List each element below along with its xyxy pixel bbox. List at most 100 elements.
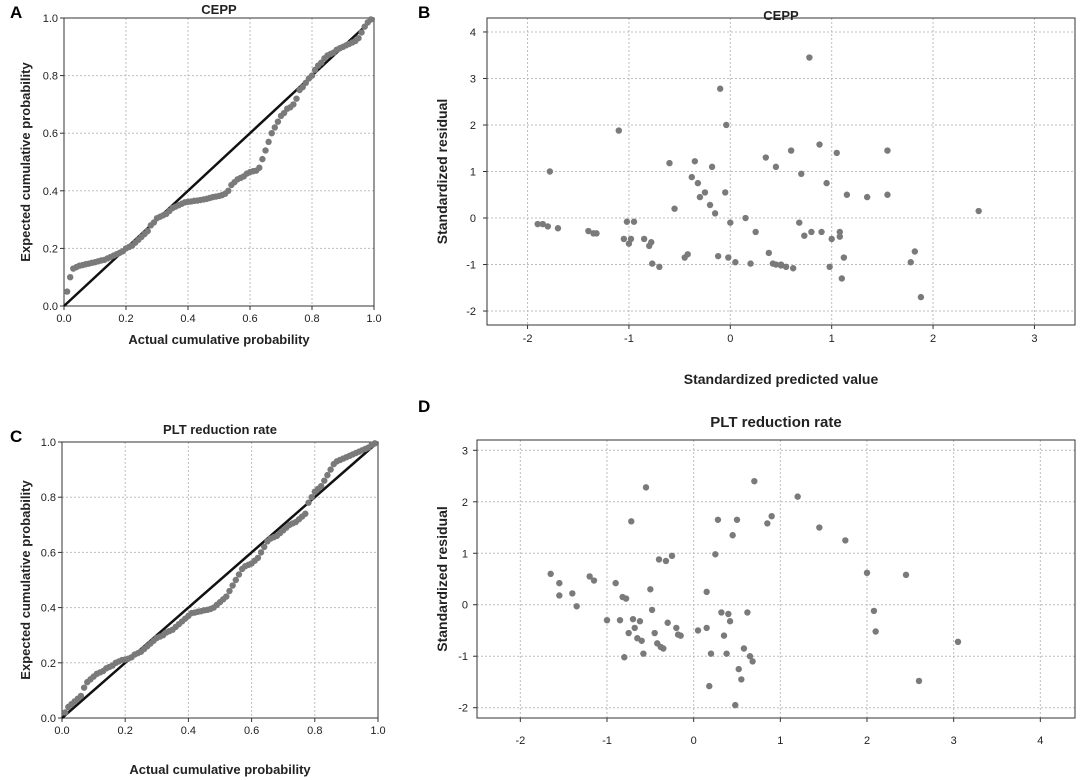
data-point xyxy=(77,692,85,700)
data-point xyxy=(772,163,780,171)
x-tick-label: 0 xyxy=(691,735,697,747)
data-point xyxy=(694,627,702,634)
y-tick-label: 0.6 xyxy=(41,547,56,559)
data-point xyxy=(762,154,769,161)
data-point xyxy=(725,254,732,261)
data-point xyxy=(586,573,593,580)
data-point xyxy=(628,518,635,525)
data-point xyxy=(262,147,269,154)
x-tick-label: 3 xyxy=(951,735,957,747)
y-tick-label: 1 xyxy=(462,548,468,560)
data-point xyxy=(636,618,644,625)
data-point xyxy=(569,590,576,597)
data-point xyxy=(590,577,598,584)
data-point xyxy=(666,159,673,167)
data-point xyxy=(729,532,736,539)
y-tick-label: 0.4 xyxy=(41,603,56,615)
chart-panel-a: 0.0 0.2 0.4 0.6 0.8 1.0 0.0 0.2 0.4 0.6 0.8 1.0 CEPP… xyxy=(10,2,382,347)
data-point xyxy=(907,259,914,266)
x-tick-label: 0 xyxy=(727,333,733,345)
data-point xyxy=(740,645,748,652)
panel-letter: A xyxy=(10,3,22,22)
data-point xyxy=(714,252,722,260)
data-point xyxy=(796,219,803,226)
data-point xyxy=(232,576,239,584)
data-point xyxy=(367,16,375,23)
data-point xyxy=(714,516,722,523)
data-point xyxy=(631,624,638,632)
data-point xyxy=(823,179,830,187)
data-point xyxy=(723,650,730,657)
data-point xyxy=(911,248,919,255)
data-point xyxy=(725,610,732,618)
data-point xyxy=(556,579,563,587)
data-point xyxy=(732,259,739,266)
y-tick-label: 2 xyxy=(462,497,468,509)
data-point xyxy=(144,227,151,235)
data-point xyxy=(616,616,624,624)
data-point xyxy=(764,520,771,527)
data-point xyxy=(308,494,315,501)
data-point xyxy=(836,228,843,236)
data-point xyxy=(751,477,758,485)
data-point xyxy=(656,263,663,271)
x-tick-label: 1.0 xyxy=(366,313,381,325)
plot-frame xyxy=(61,441,379,719)
data-point xyxy=(782,263,790,271)
data-point xyxy=(226,587,233,595)
data-point xyxy=(842,537,849,544)
data-point xyxy=(544,223,552,230)
data-point xyxy=(808,228,815,236)
data-point xyxy=(627,235,635,243)
y-tick-label: 0 xyxy=(462,600,468,612)
data-point xyxy=(293,95,300,102)
x-tick-label: 2 xyxy=(864,735,870,747)
x-tick-label: 0.0 xyxy=(54,725,69,737)
y-tick-label: 0.8 xyxy=(43,71,58,83)
data-point xyxy=(302,510,309,517)
data-point xyxy=(735,665,742,673)
data-point xyxy=(547,570,554,578)
data-point xyxy=(668,552,676,560)
data-point xyxy=(223,593,230,600)
data-point xyxy=(268,130,275,137)
panel-letter: B xyxy=(418,3,430,22)
x-tick-label: 3 xyxy=(1031,333,1037,345)
data-point xyxy=(358,29,365,36)
data-point xyxy=(694,179,702,187)
data-point xyxy=(327,466,334,473)
data-point xyxy=(630,218,638,225)
panel-letter: D xyxy=(418,397,430,416)
y-axis-label: Expected cumulative probability xyxy=(18,62,33,262)
data-point xyxy=(225,187,232,194)
data-point xyxy=(742,214,749,222)
data-point xyxy=(63,288,71,295)
data-point xyxy=(554,225,562,232)
data-point xyxy=(863,193,871,201)
x-tick-label: -1 xyxy=(602,735,612,747)
data-point xyxy=(259,155,266,163)
data-point xyxy=(648,239,655,246)
x-tick-label: 0.6 xyxy=(244,725,259,737)
data-point xyxy=(254,554,262,562)
data-point xyxy=(828,235,835,243)
data-point xyxy=(623,218,631,225)
data-point xyxy=(798,170,805,178)
chart-title: CEPP xyxy=(763,8,799,23)
x-tick-label: 1.0 xyxy=(370,725,385,737)
data-point xyxy=(539,220,546,228)
data-point xyxy=(711,210,719,217)
data-point xyxy=(746,653,754,660)
x-tick-label: 1 xyxy=(829,333,835,345)
data-point xyxy=(703,588,710,596)
data-point xyxy=(772,261,780,268)
y-tick-label: 3 xyxy=(470,73,476,85)
data-point xyxy=(718,609,725,616)
chart-title: PLT reduction rate xyxy=(163,422,277,437)
x-tick-label: 1 xyxy=(777,735,783,747)
data-point xyxy=(642,484,650,491)
data-point xyxy=(684,251,691,258)
y-tick-label: -1 xyxy=(466,260,476,272)
data-point xyxy=(768,512,775,520)
data-point xyxy=(843,191,851,198)
